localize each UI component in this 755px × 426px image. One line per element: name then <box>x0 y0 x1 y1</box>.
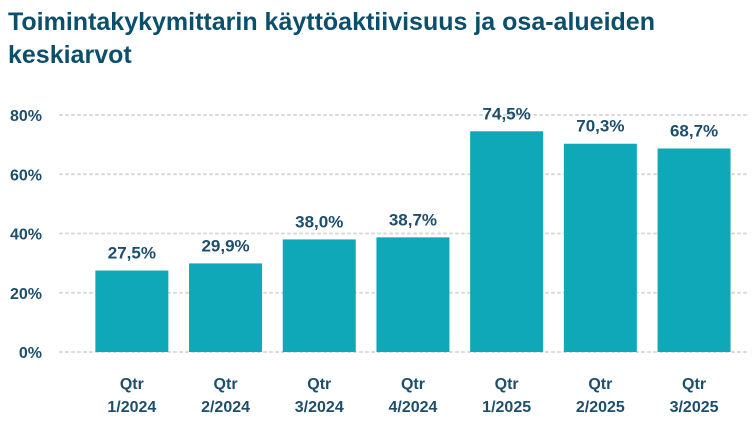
y-tick-label: 0% <box>19 345 42 362</box>
data-label: 27,5% <box>108 244 156 263</box>
data-label: 74,5% <box>483 104 531 123</box>
x-tick-label: Qtr <box>401 376 425 393</box>
chart-title-line: Toimintakykymittarin käyttöaktiivisuus j… <box>8 8 655 36</box>
chart-title: Toimintakykymittarin käyttöaktiivisuus j… <box>8 8 655 69</box>
bar <box>376 237 450 352</box>
x-tick-label: 1/2025 <box>482 399 531 416</box>
x-tick-label: Qtr <box>307 376 331 393</box>
x-tick-label: 2/2024 <box>201 399 250 416</box>
data-label: 38,0% <box>295 212 343 231</box>
x-tick-label: Qtr <box>495 376 519 393</box>
data-label: 29,9% <box>201 236 249 255</box>
data-label: 70,3% <box>576 117 624 136</box>
y-tick-label: 20% <box>10 286 42 303</box>
x-tick-label: Qtr <box>120 376 144 393</box>
data-labels: 27,5% 29,9% 38,0% 38,7% 74,5% 70,3% 68,7% <box>108 104 718 262</box>
x-tick-label: Qtr <box>682 376 706 393</box>
x-tick-label: 4/2024 <box>388 399 437 416</box>
bar <box>657 148 731 352</box>
bar <box>470 131 544 352</box>
data-label: 68,7% <box>670 121 718 140</box>
bar <box>95 270 169 352</box>
y-tick-label: 60% <box>10 167 42 184</box>
x-tick-label: Qtr <box>214 376 238 393</box>
chart-title-line: keskiarvot <box>8 41 132 69</box>
x-tick-label: 3/2025 <box>670 399 719 416</box>
data-label: 38,7% <box>389 210 437 229</box>
y-tick-label: 80% <box>10 108 42 125</box>
x-axis-category-labels: Qtr 1/2024 Qtr 2/2024 Qtr 3/2024 Qtr 4/2024 Qtr 1… <box>107 376 718 416</box>
x-tick-label: 1/2024 <box>107 399 156 416</box>
x-tick-label: Qtr <box>588 376 612 393</box>
bar <box>563 143 637 352</box>
bars <box>95 131 731 352</box>
x-tick-label: 3/2024 <box>295 399 344 416</box>
bar <box>282 239 356 352</box>
x-tick-label: 2/2025 <box>576 399 625 416</box>
y-axis-tick-labels: 0% 20% 40% 60% 80% <box>10 108 42 362</box>
bar <box>189 263 263 352</box>
y-tick-label: 40% <box>10 227 42 244</box>
